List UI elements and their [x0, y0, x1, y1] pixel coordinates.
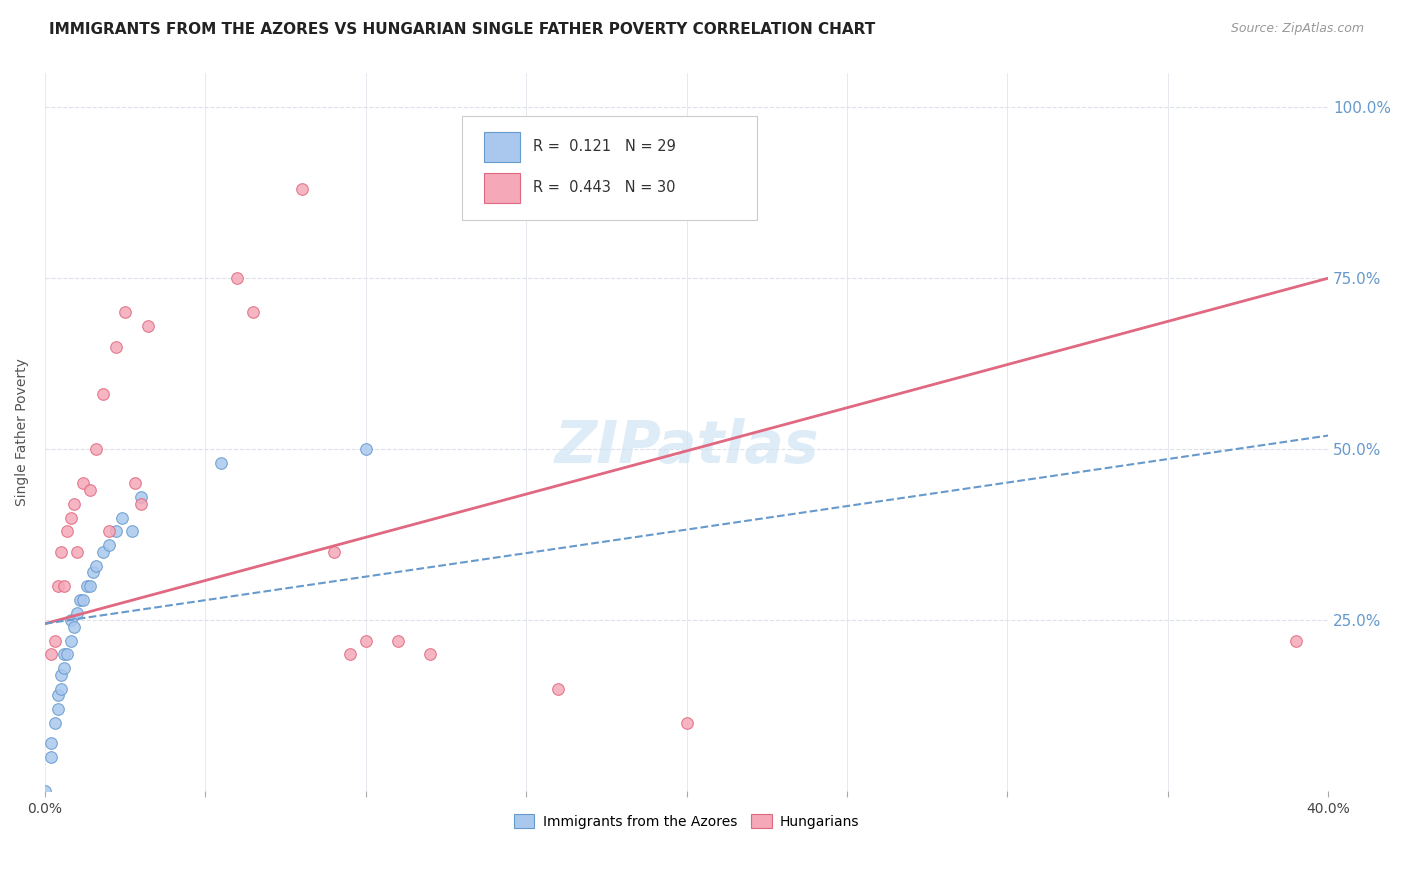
Point [91, 545, 114, 559]
Point [41, 750, 63, 764]
Point [209, 456, 232, 470]
Point [322, 545, 344, 559]
Point [72, 592, 94, 607]
Point [82, 566, 104, 580]
Text: Source: ZipAtlas.com: Source: ZipAtlas.com [1230, 22, 1364, 36]
Text: ZIPatlas: ZIPatlas [554, 418, 818, 475]
Point [41, 736, 63, 750]
Point [114, 305, 136, 319]
Point [354, 442, 377, 457]
Point [124, 476, 146, 491]
FancyBboxPatch shape [484, 132, 520, 162]
Point [56, 648, 79, 662]
Point [59, 633, 82, 648]
Point [41, 648, 63, 662]
Point [79, 579, 101, 593]
Point [66, 607, 89, 621]
Point [66, 545, 89, 559]
Point [46, 579, 69, 593]
FancyBboxPatch shape [484, 173, 520, 203]
Point [291, 182, 314, 196]
Point [354, 633, 377, 648]
Point [59, 510, 82, 524]
Point [226, 271, 249, 285]
Point [53, 579, 76, 593]
Point [49, 668, 72, 682]
Point [69, 592, 91, 607]
Point [104, 524, 127, 539]
Point [59, 613, 82, 627]
Point [136, 319, 159, 334]
Point [1285, 633, 1308, 648]
Point [104, 340, 127, 354]
Point [72, 476, 94, 491]
Point [98, 524, 121, 539]
Point [387, 633, 409, 648]
Point [76, 579, 98, 593]
Point [46, 689, 69, 703]
Point [129, 497, 152, 511]
Point [129, 490, 152, 504]
Point [547, 681, 569, 696]
Text: R =  0.121   N = 29: R = 0.121 N = 29 [533, 139, 675, 154]
Point [91, 387, 114, 401]
Point [46, 702, 69, 716]
Point [49, 545, 72, 559]
Point [675, 715, 697, 730]
Point [53, 648, 76, 662]
Point [56, 524, 79, 539]
Point [242, 305, 264, 319]
Point [63, 497, 86, 511]
Point [79, 483, 101, 498]
Point [34, 784, 56, 798]
Point [419, 648, 441, 662]
Point [121, 524, 143, 539]
Point [84, 442, 107, 457]
Point [98, 538, 121, 552]
Text: IMMIGRANTS FROM THE AZORES VS HUNGARIAN SINGLE FATHER POVERTY CORRELATION CHART: IMMIGRANTS FROM THE AZORES VS HUNGARIAN … [49, 22, 876, 37]
FancyBboxPatch shape [463, 116, 756, 220]
Point [49, 681, 72, 696]
Point [44, 715, 66, 730]
Y-axis label: Single Father Poverty: Single Father Poverty [15, 359, 30, 506]
Point [84, 558, 107, 573]
Legend: Immigrants from the Azores, Hungarians: Immigrants from the Azores, Hungarians [508, 809, 865, 835]
Point [111, 510, 134, 524]
Point [44, 633, 66, 648]
Point [339, 648, 361, 662]
Point [63, 620, 86, 634]
Point [53, 661, 76, 675]
Text: R =  0.443   N = 30: R = 0.443 N = 30 [533, 180, 675, 195]
